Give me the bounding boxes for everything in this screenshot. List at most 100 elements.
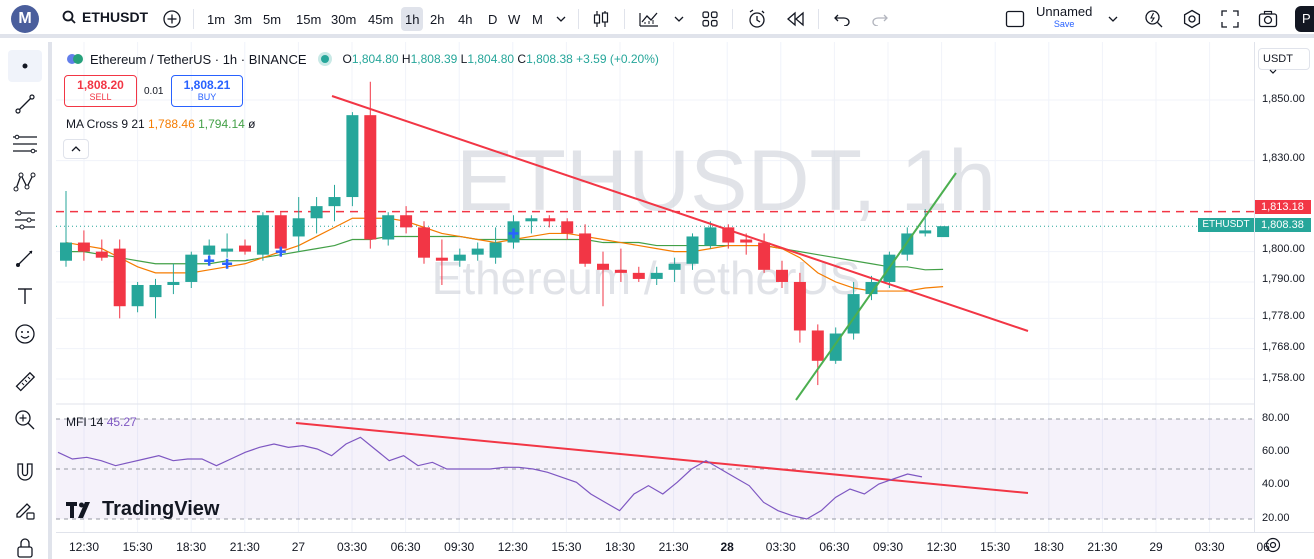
currency-select[interactable]: USDT <box>1258 48 1310 74</box>
mfi-scale-label: 80.00 <box>1262 412 1290 424</box>
fib-retracement-icon <box>13 134 37 154</box>
settings-button[interactable] <box>1180 7 1204 31</box>
time-label: 03:30 <box>765 540 796 554</box>
pattern-icon <box>13 172 36 192</box>
timeframe-45m[interactable]: 45m <box>368 11 394 27</box>
timeframe-4h[interactable]: 4h <box>458 11 473 27</box>
support-trendline[interactable] <box>795 172 957 401</box>
candle <box>471 242 484 261</box>
time-label: 03:30 <box>336 540 368 554</box>
timeframe-1m[interactable]: 1m <box>207 11 226 27</box>
resistance-trendline[interactable] <box>331 95 1029 332</box>
timeframe-5m[interactable]: 5m <box>263 11 282 27</box>
timeframe-dropdown[interactable] <box>554 7 568 31</box>
candle-body <box>77 242 90 252</box>
timeframe-W[interactable]: W <box>508 11 521 27</box>
price-label: 1,778.00 <box>1262 310 1305 322</box>
publish-button[interactable]: P <box>1295 6 1314 32</box>
gear-icon <box>1183 9 1201 29</box>
lock-tool[interactable] <box>8 532 42 559</box>
trade-markers <box>204 228 519 269</box>
last-price-symbol-tag: ETHUSDT <box>1198 218 1254 232</box>
time-label: 15:30 <box>551 540 582 554</box>
indicators-button[interactable] <box>636 7 662 31</box>
timeframe-3m[interactable]: 3m <box>234 11 253 27</box>
timeframe-15m[interactable]: 15m <box>296 11 322 27</box>
candle-body <box>292 218 305 237</box>
snapshot-button[interactable] <box>1256 7 1280 31</box>
chart-type-button[interactable] <box>588 7 614 31</box>
candle-body <box>614 269 627 273</box>
user-avatar[interactable]: M <box>11 5 39 33</box>
indicators-dropdown[interactable] <box>672 7 686 31</box>
mfi-legend[interactable]: MFI 14 45.27 <box>66 415 137 429</box>
fullscreen-button[interactable] <box>1218 7 1242 31</box>
candle <box>346 112 359 207</box>
rewind-icon <box>787 11 804 27</box>
candle <box>650 266 663 285</box>
pattern-tool[interactable] <box>8 166 42 198</box>
timeframe-D[interactable]: D <box>488 11 498 27</box>
prediction-tool[interactable] <box>8 204 42 236</box>
mfi-scale-label: 60.00 <box>1262 445 1290 457</box>
brush-tool[interactable] <box>8 242 42 274</box>
undo-button[interactable] <box>830 7 854 31</box>
alert-button[interactable] <box>744 7 770 31</box>
candle-body <box>328 197 341 207</box>
templates-button[interactable] <box>698 7 722 31</box>
candle <box>131 281 144 313</box>
emoji-tool[interactable] <box>8 318 42 350</box>
camera-icon <box>1258 10 1278 28</box>
magnet-tool[interactable] <box>8 456 42 488</box>
replay-button[interactable] <box>782 7 808 31</box>
candle <box>328 184 341 222</box>
timeframe-2h[interactable]: 2h <box>430 11 445 27</box>
candle-body <box>382 215 395 240</box>
price-chart[interactable]: ETHUSDT, 1h Ethereum / TetherUS <box>56 42 1254 559</box>
candles-icon <box>593 11 609 27</box>
layout-name[interactable]: Unnamed Save <box>1036 4 1092 29</box>
layout-select-button[interactable] <box>1003 7 1027 31</box>
mfi-trendline[interactable] <box>295 422 1029 494</box>
symbol-search[interactable]: ETHUSDT <box>62 9 148 25</box>
redo-button[interactable] <box>868 7 892 31</box>
time-axis[interactable] <box>56 532 1314 559</box>
indicators-icon <box>639 12 658 27</box>
chart-grid <box>56 42 1254 532</box>
sell-button[interactable]: 1,808.20 SELL <box>64 75 137 107</box>
timeframe-1h[interactable]: 1h <box>401 7 424 31</box>
candle-body <box>543 218 556 222</box>
chart-settings-button[interactable] <box>1264 536 1282 559</box>
grid-icon <box>702 11 718 27</box>
text-tool[interactable] <box>8 280 42 312</box>
quick-search-button[interactable] <box>1142 7 1166 31</box>
zoom-tool[interactable] <box>8 404 42 436</box>
time-label: 21:30 <box>229 540 260 554</box>
timeframe-M[interactable]: M <box>532 11 543 27</box>
timeframe-30m[interactable]: 30m <box>331 11 357 27</box>
collapse-legend-button[interactable] <box>63 139 89 159</box>
drawing-toolbar <box>0 42 52 559</box>
candle-body <box>274 215 287 249</box>
price-scale[interactable] <box>1254 42 1314 532</box>
layout-dropdown[interactable] <box>1106 7 1120 31</box>
buy-button[interactable]: 1,808.21 BUY <box>171 75 243 107</box>
candle-body <box>185 254 198 282</box>
compare-symbol-button[interactable] <box>160 7 184 31</box>
ma-cross-legend[interactable]: MA Cross 9 21 1,788.46 1,794.14 ø <box>66 117 256 131</box>
last-price-tag: 1,808.38 <box>1255 218 1311 232</box>
symbol-description[interactable]: Ethereum / TetherUS · 1h · BINANCE <box>90 51 307 67</box>
measure-tool[interactable] <box>8 366 42 398</box>
fib-tool[interactable] <box>8 128 42 160</box>
search-icon <box>62 10 76 24</box>
fullscreen-icon <box>1221 10 1239 28</box>
trendline-tool[interactable] <box>8 88 42 120</box>
time-label: 29 <box>1149 540 1163 554</box>
divider <box>193 9 194 29</box>
cursor-tool[interactable] <box>8 50 42 82</box>
draw-mode-tool[interactable] <box>8 494 42 526</box>
candle <box>292 197 305 252</box>
time-label: 06:30 <box>390 540 421 554</box>
drawings[interactable] <box>295 95 1029 494</box>
candle-body <box>937 226 950 238</box>
